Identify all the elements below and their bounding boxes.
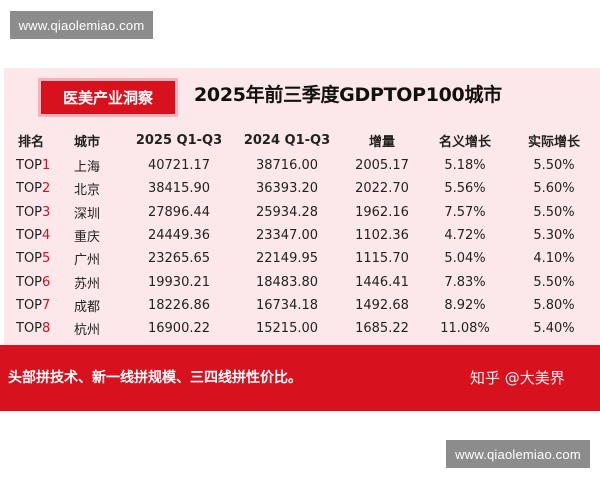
- real-growth-cell: 5.60%: [533, 181, 575, 197]
- real-growth-cell: 5.40%: [533, 321, 575, 337]
- rank-prefix: TOP: [16, 228, 43, 244]
- city-cell: 杭州: [74, 323, 101, 339]
- rank-cell: TOP8: [4, 321, 74, 336]
- watermark-bottom: www.qiaolemiao.com: [446, 440, 590, 468]
- real-growth-cell: 5.80%: [533, 297, 575, 313]
- nominal-growth-cell: 11.08%: [440, 321, 490, 337]
- rank-number: 3: [42, 204, 51, 220]
- increment-cell: 1115.70: [355, 251, 409, 267]
- column-header-real-growth: 实际增长: [527, 134, 580, 150]
- real-growth-cell: 5.50%: [533, 204, 575, 220]
- gdp-2024-cell: 15215.00: [255, 321, 319, 337]
- city-cell: 深圳: [74, 206, 101, 222]
- city-cell: 苏州: [74, 276, 101, 292]
- real-growth-cell: 5.30%: [533, 228, 575, 244]
- gdp-2025-cell: 19930.21: [147, 274, 211, 290]
- rank-number: 7: [42, 297, 51, 313]
- table-row: TOP6 苏州 19930.21 18483.80 1446.41 7.83% 5.50%: [4, 270, 600, 293]
- gdp-2024-cell: 23347.00: [255, 228, 319, 244]
- table-row: TOP4 重庆 24449.36 23347.00 1102.36 4.72% 5.30%: [4, 224, 600, 247]
- column-header-2025: 2025 Q1-Q3: [135, 132, 223, 148]
- rank-prefix: TOP: [16, 297, 43, 313]
- summary-headline: 头部拼技术、新一线拼规模、三四线拼性价比。: [8, 370, 302, 386]
- nominal-growth-cell: 8.92%: [444, 297, 486, 313]
- table-row: TOP3 深圳 27896.44 25934.28 1962.16 7.57% 5.50%: [4, 201, 600, 224]
- gdp-2025-cell: 16900.22: [147, 321, 211, 337]
- rank-number: 5: [42, 251, 51, 267]
- rank-prefix: TOP: [16, 181, 43, 197]
- table-row: TOP1 上海 40721.17 38716.00 2005.17 5.18% 5.50%: [4, 154, 600, 177]
- column-header-city: 城市: [74, 134, 101, 150]
- nominal-growth-cell: 7.57%: [444, 204, 486, 220]
- rank-cell: TOP5: [4, 251, 74, 266]
- table-header-row: 排名 城市 2025 Q1-Q3 2024 Q1-Q3 增量 名义增长 实际增长: [4, 126, 600, 154]
- rank-number: 6: [42, 274, 51, 290]
- table-row: TOP8 杭州 16900.22 15215.00 1685.22 11.08% 5.40%: [4, 317, 600, 340]
- rank-cell: TOP6: [4, 275, 74, 290]
- table-row: TOP7 成都 18226.86 16734.18 1492.68 8.92% 5.80%: [4, 294, 600, 317]
- real-growth-cell: 5.50%: [533, 158, 575, 174]
- rank-cell: TOP1: [4, 158, 74, 173]
- gdp-table: 排名 城市 2025 Q1-Q3 2024 Q1-Q3 增量 名义增长 实际增长…: [4, 126, 600, 340]
- table-row: TOP2 北京 38415.90 36393.20 2022.70 5.56% 5.60%: [4, 177, 600, 200]
- column-header-nominal-growth: 名义增长: [438, 134, 491, 150]
- rank-number: 8: [42, 321, 51, 337]
- rank-number: 2: [42, 181, 51, 197]
- increment-cell: 1492.68: [355, 297, 409, 313]
- gdp-2024-cell: 16734.18: [255, 297, 319, 313]
- nominal-growth-cell: 7.83%: [444, 274, 486, 290]
- rank-cell: TOP2: [4, 181, 74, 196]
- increment-cell: 2005.17: [355, 158, 409, 174]
- author-credit: 知乎 @大美界: [470, 369, 565, 387]
- table-body: TOP1 上海 40721.17 38716.00 2005.17 5.18% 5.50% T…: [4, 154, 600, 340]
- nominal-growth-cell: 4.72%: [444, 228, 486, 244]
- city-cell: 北京: [74, 183, 101, 199]
- summary-band: 头部拼技术、新一线拼规模、三四线拼性价比。 知乎 @大美界: [0, 345, 600, 411]
- column-header-rank: 排名: [18, 134, 45, 150]
- increment-cell: 1685.22: [355, 321, 409, 337]
- gdp-2024-cell: 36393.20: [255, 181, 319, 197]
- real-growth-cell: 4.10%: [533, 251, 575, 267]
- table-row: TOP5 广州 23265.65 22149.95 1115.70 5.04% 4.10%: [4, 247, 600, 270]
- rank-prefix: TOP: [16, 321, 43, 337]
- column-header-2024: 2024 Q1-Q3: [243, 132, 331, 148]
- gdp-2025-cell: 24449.36: [147, 228, 211, 244]
- nominal-growth-cell: 5.04%: [444, 251, 486, 267]
- city-cell: 成都: [74, 299, 101, 315]
- increment-cell: 2022.70: [355, 181, 409, 197]
- card-header: 医美产业洞察 2025年前三季度GDPTOP100城市: [4, 68, 600, 126]
- rank-number: 4: [42, 228, 51, 244]
- gdp-2025-cell: 38415.90: [147, 181, 211, 197]
- rank-cell: TOP4: [4, 228, 74, 243]
- rank-prefix: TOP: [16, 274, 43, 290]
- real-growth-cell: 5.50%: [533, 274, 575, 290]
- city-cell: 重庆: [74, 230, 101, 246]
- gdp-2025-cell: 27896.44: [147, 204, 211, 220]
- increment-cell: 1102.36: [355, 228, 409, 244]
- gdp-2024-cell: 25934.28: [255, 204, 319, 220]
- rank-cell: TOP7: [4, 298, 74, 313]
- watermark-top: www.qiaolemiao.com: [10, 11, 153, 39]
- gdp-2025-cell: 18226.86: [147, 297, 211, 313]
- rank-number: 1: [42, 158, 51, 174]
- gdp-2025-cell: 40721.17: [147, 158, 211, 174]
- gdp-2024-cell: 38716.00: [255, 158, 319, 174]
- city-cell: 广州: [74, 253, 101, 269]
- city-cell: 上海: [74, 160, 101, 176]
- page-title: 2025年前三季度GDPTOP100城市: [194, 84, 502, 106]
- gdp-2024-cell: 22149.95: [255, 251, 319, 267]
- increment-cell: 1446.41: [355, 274, 409, 290]
- rank-prefix: TOP: [16, 158, 43, 174]
- gdp-2024-cell: 18483.80: [255, 274, 319, 290]
- nominal-growth-cell: 5.18%: [444, 158, 486, 174]
- nominal-growth-cell: 5.56%: [444, 181, 486, 197]
- column-header-increment: 增量: [368, 134, 395, 150]
- gdp-2025-cell: 23265.65: [147, 251, 211, 267]
- rank-prefix: TOP: [16, 251, 43, 267]
- increment-cell: 1962.16: [355, 204, 409, 220]
- rank-cell: TOP3: [4, 205, 74, 220]
- category-tag: 医美产业洞察: [41, 81, 175, 114]
- rank-prefix: TOP: [16, 204, 43, 220]
